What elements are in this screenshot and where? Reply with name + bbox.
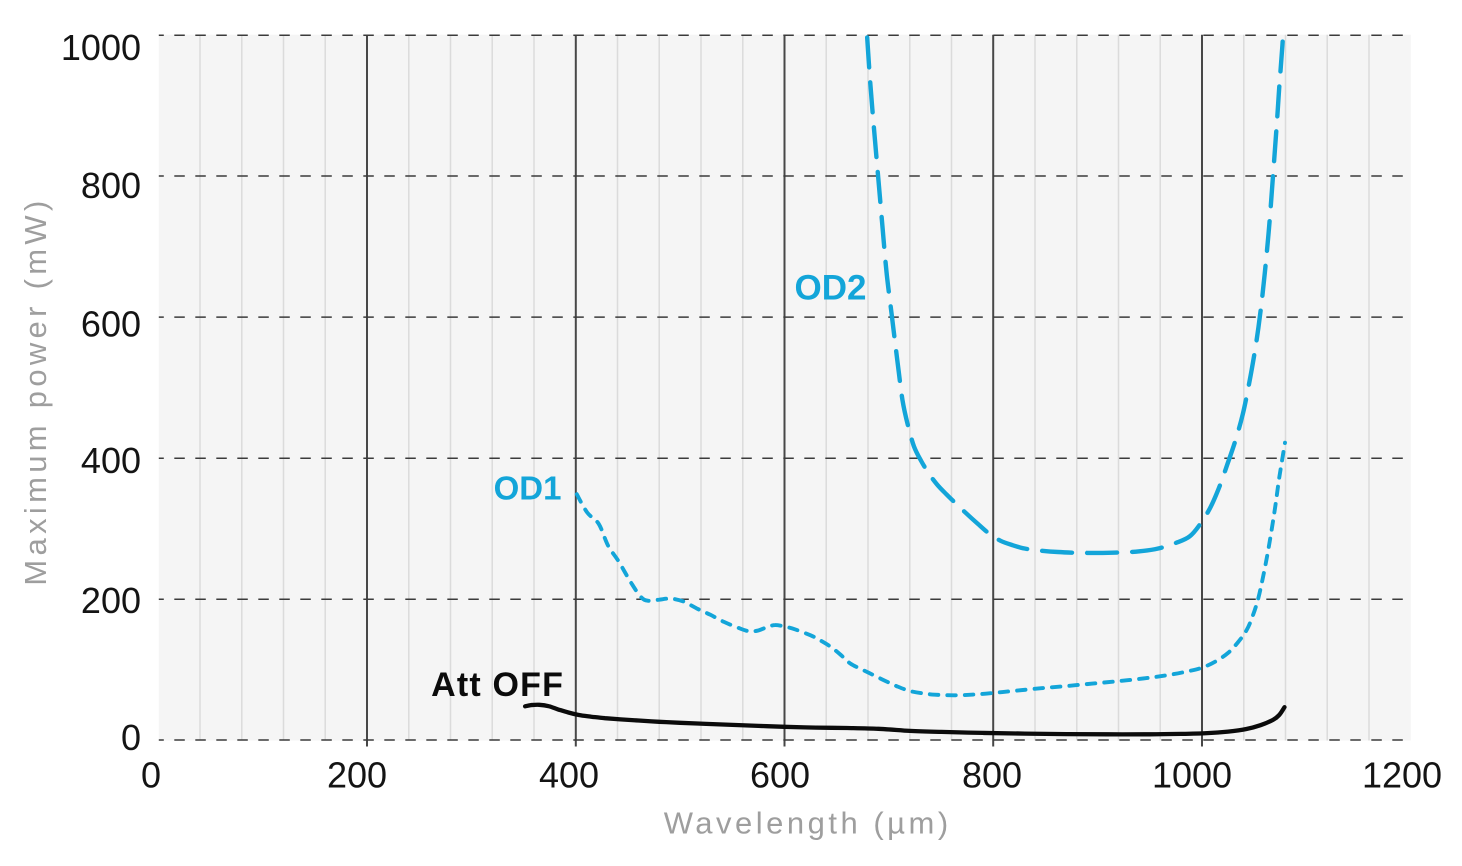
svg-text:Maximum power (mW): Maximum power (mW) [18,196,53,585]
svg-text:Wavelength (µm): Wavelength (µm) [664,806,952,841]
svg-text:200: 200 [81,580,141,621]
svg-text:1000: 1000 [1152,754,1232,795]
svg-text:400: 400 [81,440,141,481]
svg-text:800: 800 [81,165,141,206]
svg-text:600: 600 [750,754,810,795]
svg-text:0: 0 [121,717,141,758]
svg-text:200: 200 [327,754,387,795]
svg-text:400: 400 [539,754,599,795]
svg-text:1000: 1000 [61,27,141,68]
svg-text:0: 0 [141,754,161,795]
svg-text:800: 800 [962,754,1022,795]
svg-text:OD1: OD1 [494,470,562,507]
svg-text:Att OFF: Att OFF [431,666,564,704]
svg-text:600: 600 [81,304,141,345]
svg-text:1200: 1200 [1362,754,1442,795]
svg-text:OD2: OD2 [795,268,867,307]
